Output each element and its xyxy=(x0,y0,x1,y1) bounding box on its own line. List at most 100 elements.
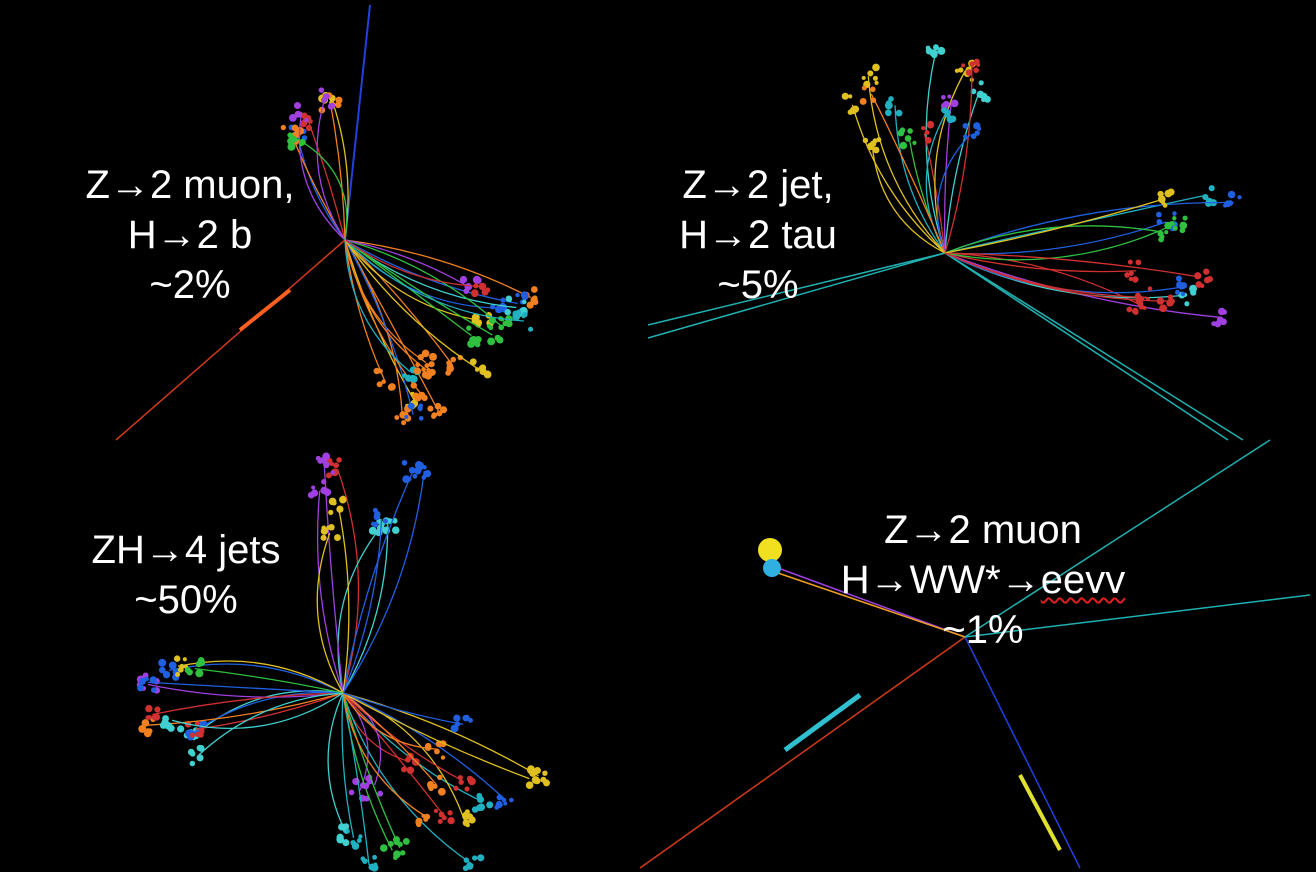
hit xyxy=(474,341,481,348)
track xyxy=(344,4,371,241)
event-4-tracks xyxy=(639,439,1311,869)
hit xyxy=(457,774,463,781)
track xyxy=(316,532,344,694)
hit xyxy=(437,787,446,796)
hit xyxy=(965,69,973,76)
hit xyxy=(197,657,205,664)
track xyxy=(769,564,966,638)
track xyxy=(342,692,401,849)
hit xyxy=(158,658,167,667)
hit xyxy=(961,63,966,68)
hit xyxy=(980,92,988,100)
track xyxy=(774,571,966,638)
hit xyxy=(418,415,424,421)
hit xyxy=(509,797,514,803)
hit xyxy=(421,394,428,402)
hit xyxy=(1124,272,1130,278)
hit xyxy=(168,661,177,670)
hit xyxy=(897,129,905,137)
hit xyxy=(397,841,403,847)
hit xyxy=(322,93,330,100)
hit xyxy=(336,505,344,513)
hit xyxy=(1175,275,1182,282)
hit xyxy=(472,275,481,284)
hit xyxy=(895,109,903,117)
hit xyxy=(195,669,204,678)
track xyxy=(342,470,414,694)
hit xyxy=(954,68,960,73)
hit xyxy=(476,855,482,860)
label-line: ~2% xyxy=(149,263,231,307)
event-label: Z→2 jet, H→2 tau ~5% xyxy=(679,160,837,310)
hit xyxy=(146,728,153,734)
hit xyxy=(407,402,415,410)
hit xyxy=(1137,300,1144,308)
track xyxy=(195,692,344,730)
hit xyxy=(189,760,196,767)
hit xyxy=(1194,272,1202,280)
hit xyxy=(1237,195,1242,200)
hit xyxy=(305,124,313,132)
hit xyxy=(859,98,867,105)
hit xyxy=(1208,185,1215,192)
hit xyxy=(471,855,478,861)
track xyxy=(307,119,346,241)
hit xyxy=(450,356,457,363)
track xyxy=(298,111,346,241)
hit xyxy=(487,337,496,346)
hit xyxy=(940,102,948,110)
hit xyxy=(287,142,296,151)
hit xyxy=(1182,215,1188,221)
hit xyxy=(504,308,511,316)
hit xyxy=(320,534,327,541)
hit xyxy=(423,469,432,478)
hit-cluster xyxy=(238,288,292,332)
track xyxy=(342,518,383,694)
hit xyxy=(488,316,497,325)
hit xyxy=(427,405,434,412)
label-line: ~5% xyxy=(717,263,799,307)
track xyxy=(198,692,344,756)
track xyxy=(297,138,348,241)
hit xyxy=(930,51,938,59)
hit xyxy=(404,374,413,382)
track xyxy=(342,471,425,694)
hit xyxy=(426,780,434,788)
hit xyxy=(1206,275,1213,283)
hit xyxy=(310,489,319,497)
hit xyxy=(1159,231,1164,236)
hit xyxy=(447,810,453,816)
hit xyxy=(469,358,477,366)
track xyxy=(168,663,344,694)
hit xyxy=(899,141,908,150)
track xyxy=(944,252,1229,441)
hit xyxy=(1221,309,1228,315)
hit xyxy=(1128,270,1134,276)
hit xyxy=(476,795,485,804)
track xyxy=(925,53,946,254)
hit xyxy=(1131,307,1139,315)
hit xyxy=(530,296,538,304)
label-line: Z→2 muon, xyxy=(85,163,295,207)
hit xyxy=(379,844,388,852)
hit xyxy=(496,794,503,801)
track xyxy=(344,239,532,299)
hit xyxy=(177,666,184,673)
hit-cluster xyxy=(763,559,781,577)
track xyxy=(171,692,344,729)
track xyxy=(944,252,1167,302)
hit xyxy=(969,61,975,67)
track xyxy=(342,692,437,750)
label-line: H→WW*→eevv xyxy=(841,555,1125,605)
hit xyxy=(888,96,894,102)
hit xyxy=(415,362,421,368)
hit xyxy=(308,119,313,124)
hit xyxy=(421,349,430,358)
track xyxy=(344,239,472,290)
hit xyxy=(530,286,538,293)
hit xyxy=(152,713,161,721)
hit xyxy=(463,288,470,294)
track xyxy=(344,239,386,381)
